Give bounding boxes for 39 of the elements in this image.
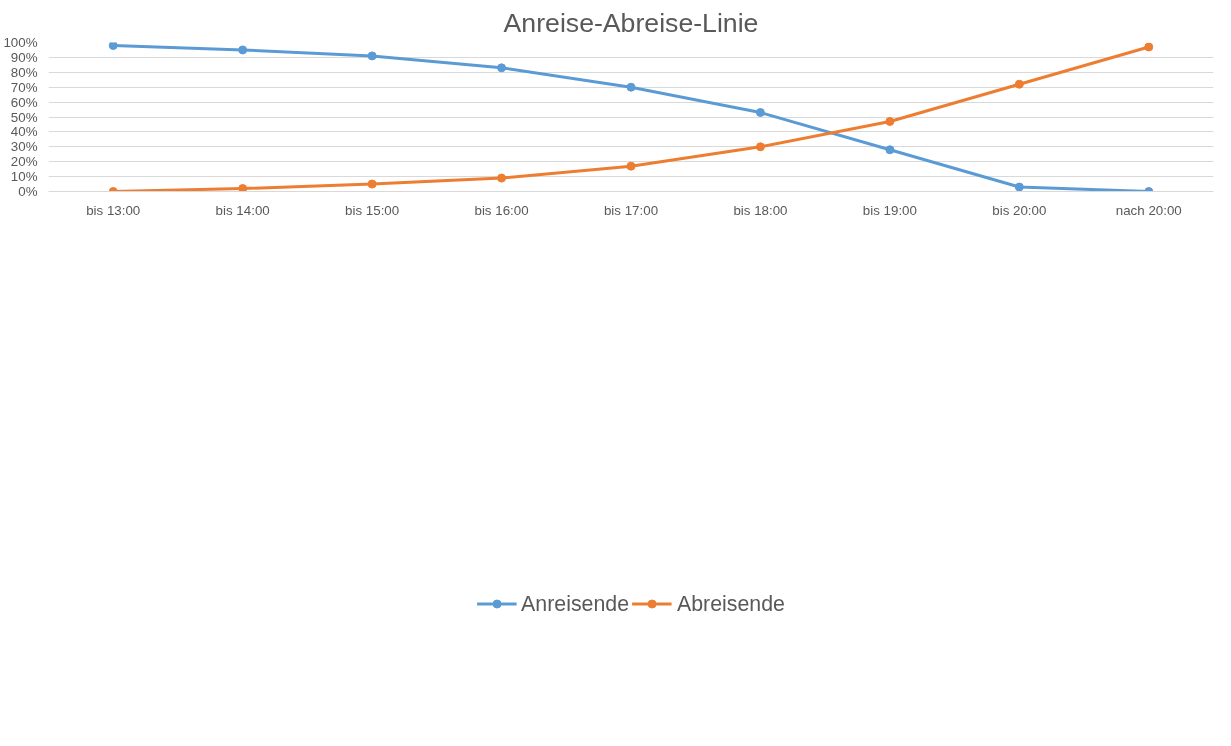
y-tick-label: 60% <box>10 94 38 110</box>
y-tick-label: 80% <box>10 64 38 80</box>
x-tick-label: bis 16:00 <box>474 202 529 218</box>
point <box>755 108 765 118</box>
point <box>1014 79 1024 89</box>
point <box>626 161 636 171</box>
x-tick-label: bis 14:00 <box>215 202 270 218</box>
y-tick-label: 20% <box>10 154 38 170</box>
x-tick-label: bis 19:00 <box>862 202 917 218</box>
point <box>1014 182 1024 192</box>
x-tick-label: bis 18:00 <box>733 202 788 218</box>
point <box>367 179 377 189</box>
y-tick-label: 0% <box>18 184 38 199</box>
point <box>755 142 765 152</box>
point <box>367 51 377 61</box>
y-tick-label: 30% <box>10 139 38 155</box>
point <box>108 42 118 50</box>
y-tick-label: 70% <box>10 79 38 95</box>
point <box>885 145 895 155</box>
legend-label: Abreisende <box>677 591 785 617</box>
x-tick-label: bis 17:00 <box>603 202 659 218</box>
y-tick-label: 40% <box>10 124 38 140</box>
y-tick-label: 10% <box>10 169 38 185</box>
point <box>626 82 636 92</box>
point <box>1144 42 1154 52</box>
chart-title: Anreise-Abreise-Linie <box>503 7 759 38</box>
y-tick-label: 100% <box>3 35 38 50</box>
x-tick-label: bis 13:00 <box>86 202 141 218</box>
y-tick-label: 90% <box>10 49 38 65</box>
x-tick-label: bis 15:00 <box>345 202 400 218</box>
point <box>238 184 248 192</box>
legend-label: Anreisende <box>521 591 629 617</box>
point <box>497 63 507 73</box>
point <box>885 116 895 126</box>
point <box>497 173 507 183</box>
x-tick-label: bis 20:00 <box>992 202 1047 218</box>
y-tick-label: 50% <box>10 109 38 125</box>
x-tick-label: nach 20:00 <box>1115 202 1182 218</box>
point <box>238 45 248 55</box>
